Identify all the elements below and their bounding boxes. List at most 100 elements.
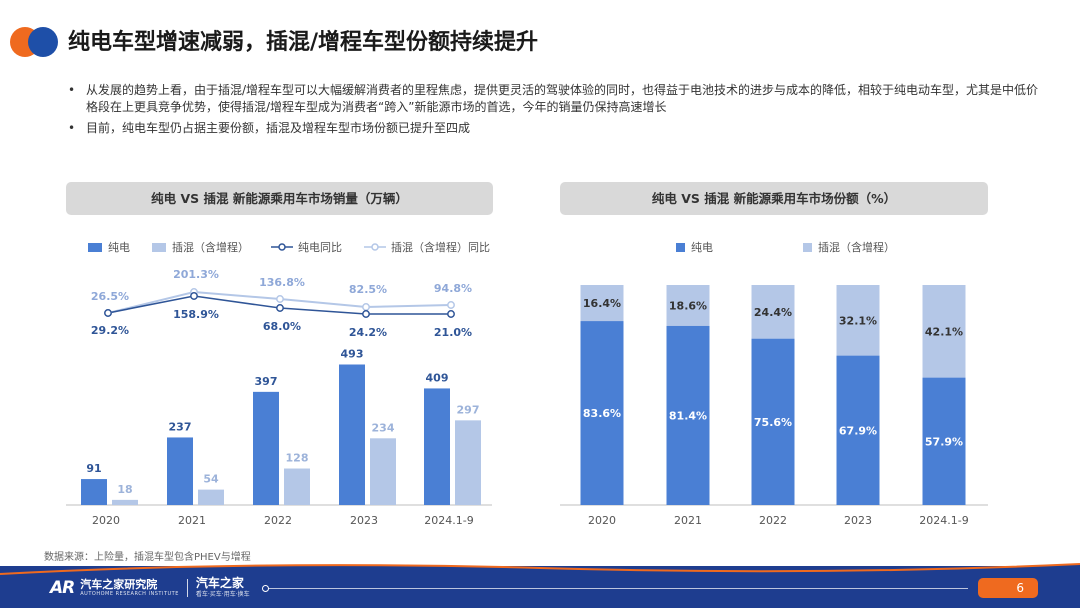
bullet-item: • 从发展的趋势上看，由于插混/增程车型可以大幅缓解消费者的里程焦虑，提供更灵活… [64, 82, 1044, 116]
stack-phev [580, 285, 624, 322]
x-tick-label: 2021 [178, 514, 206, 527]
stack-label-phev: 32.1% [839, 314, 877, 327]
point-bev-yoy [447, 310, 455, 318]
legend-item-bev-share: 纯电 [676, 239, 713, 255]
point-phev-yoy [362, 303, 370, 311]
legend-label: 插混（含增程）同比 [391, 241, 490, 254]
data-label-bev-yoy: 29.2% [91, 324, 129, 337]
legend-swatch-phev [152, 242, 166, 252]
stack-label-phev: 24.4% [754, 306, 792, 319]
brand-separator [186, 578, 188, 597]
legend-label: 纯电 [691, 241, 713, 254]
bar-phev [455, 420, 481, 505]
stack-label-bev: 81.4% [669, 409, 707, 422]
brand-logo-icon: AR [50, 577, 75, 598]
x-tick-label: 2022 [264, 514, 292, 527]
point-bev-yoy [362, 310, 370, 318]
left-chart-legend: 纯电 插混（含增程） 纯电同比 插混（含增程）同比 [88, 239, 512, 255]
page-number: 6 [978, 578, 1038, 598]
point-bev-yoy [276, 304, 284, 312]
x-tick-label: 2020 [92, 514, 120, 527]
data-label-phev-yoy: 201.3% [173, 268, 219, 281]
stack-label-phev: 18.6% [669, 299, 707, 312]
brand-name: 汽车之家研究院 [80, 577, 158, 591]
x-tick-label: 2023 [844, 514, 872, 527]
bar-phev [370, 438, 396, 505]
point-bev-yoy [190, 292, 198, 300]
data-label-phev-yoy: 94.8% [434, 282, 472, 295]
brand-block-2: 汽车之家 看车·买车·用车·换车 [196, 577, 250, 598]
point-phev-yoy [276, 295, 284, 303]
bullet-text: 目前，纯电车型仍占据主要份额，插混及增程车型市场份额已提升至四成 [86, 121, 471, 135]
x-tick-label: 2022 [759, 514, 787, 527]
data-label-bev-yoy: 68.0% [263, 320, 301, 333]
legend-swatch-phev [803, 242, 812, 252]
right-chart-header: 纯电 VS 插混 新能源乘用车市场份额（%） [560, 182, 988, 215]
bar-label-bev: 397 [255, 375, 278, 388]
stack-bev [836, 355, 880, 505]
stack-label-phev: 42.1% [925, 325, 963, 338]
footer-line [268, 588, 968, 589]
data-label-phev-yoy: 82.5% [349, 283, 387, 296]
bar-label-bev: 409 [426, 371, 449, 384]
blue-dot-icon [28, 27, 58, 57]
bullet-item: • 目前，纯电车型仍占据主要份额，插混及增程车型市场份额已提升至四成 [64, 120, 1044, 137]
data-label-bev-yoy: 24.2% [349, 326, 387, 339]
stack-label-bev: 75.6% [754, 416, 792, 429]
left-chart-header: 纯电 VS 插混 新能源乘用车市场销量（万辆） [66, 182, 493, 215]
legend-label: 纯电同比 [298, 241, 342, 254]
bar-bev [424, 388, 450, 505]
stack-bev [922, 377, 966, 505]
bullet-dot: • [68, 121, 76, 135]
stack-bev [666, 325, 710, 505]
bar-bev [81, 479, 107, 505]
bar-label-phev: 297 [457, 403, 480, 416]
stack-phev [922, 285, 966, 378]
stack-label-bev: 67.9% [839, 424, 877, 437]
x-tick-label: 2024.1-9 [424, 514, 473, 527]
legend-item-phev-share: 插混（含增程） [803, 239, 895, 255]
bar-bev [339, 364, 365, 505]
stack-bev [751, 338, 795, 505]
right-chart-legend: 纯电 插混（含增程） [676, 239, 917, 255]
legend-item-bev: 纯电 [88, 239, 130, 255]
stack-label-bev: 57.9% [925, 435, 963, 448]
legend-label: 纯电 [108, 241, 130, 254]
footer-swoosh [0, 563, 1080, 608]
legend-label: 插混（含增程） [172, 241, 249, 254]
brand-block: 汽车之家研究院 AUTOHOME RESEARCH INSTITUTE [80, 577, 179, 597]
source-note: 数据来源：上险量，插混车型包含PHEV与增程 [44, 552, 251, 563]
stack-label-bev: 83.6% [583, 407, 621, 420]
stack-label-phev: 16.4% [583, 297, 621, 310]
bar-label-bev: 237 [169, 420, 192, 433]
bar-label-phev: 128 [286, 452, 309, 465]
data-label-bev-yoy: 158.9% [173, 308, 219, 321]
bullet-text: 从发展的趋势上看，由于插混/增程车型可以大幅缓解消费者的里程焦虑，提供更灵活的驾… [86, 83, 1039, 114]
point-bev-yoy [104, 309, 112, 317]
stack-bev [580, 321, 624, 505]
x-tick-label: 2024.1-9 [919, 514, 968, 527]
legend-line-bev-yoy-icon [271, 243, 293, 251]
point-phev-yoy [447, 301, 455, 309]
data-label-phev-yoy: 26.5% [91, 290, 129, 303]
bar-phev [198, 489, 224, 505]
stack-phev [836, 285, 880, 356]
brand-sub-2: 看车·买车·用车·换车 [195, 591, 250, 598]
legend-item-phev-yoy: 插混（含增程）同比 [364, 239, 490, 255]
bar-label-phev: 18 [117, 483, 132, 496]
legend-item-bev-yoy: 纯电同比 [271, 239, 342, 255]
legend-swatch-bev [88, 242, 102, 252]
x-tick-label: 2021 [674, 514, 702, 527]
bar-label-phev: 54 [203, 473, 219, 486]
stack-phev [666, 285, 710, 326]
stack-phev [751, 285, 795, 339]
bar-label-bev: 493 [341, 347, 364, 360]
bar-bev [253, 391, 279, 505]
bar-label-bev: 91 [86, 462, 101, 475]
footer-brand: AR 汽车之家研究院 AUTOHOME RESEARCH INSTITUTE 汽… [50, 577, 250, 598]
brand-sub: AUTOHOME RESEARCH INSTITUTE [80, 590, 179, 597]
charts-canvas: 91 18 2020 237 54 2021 397 128 2022 493 234 2023 409… [66, 268, 988, 527]
title-logo-dots [8, 22, 60, 62]
bar-label-phev: 234 [372, 421, 395, 434]
x-tick-label: 2023 [350, 514, 378, 527]
